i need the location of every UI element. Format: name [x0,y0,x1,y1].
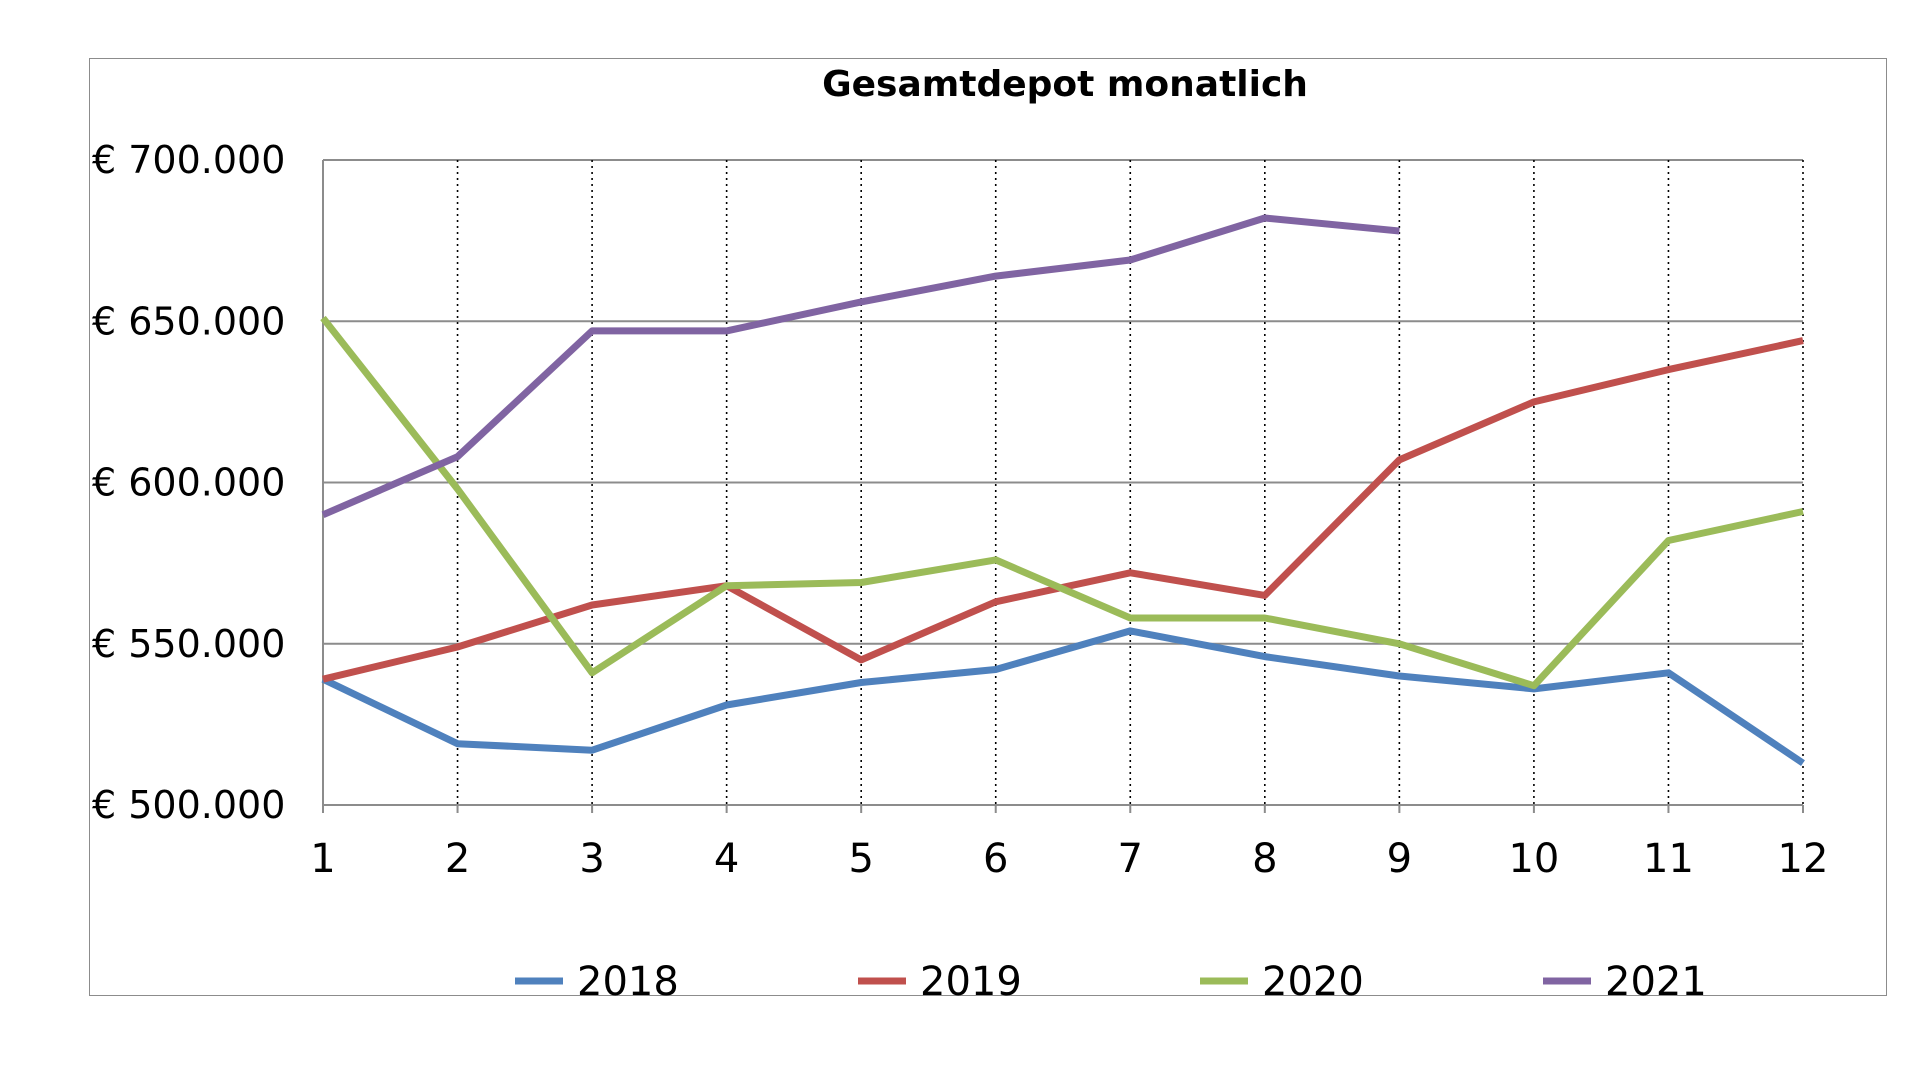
legend-label-2019: 2019 [920,959,1022,1005]
y-tick-label: € 700.000 [92,138,285,182]
series-line-2018 [321,627,1805,767]
x-tick-label: 11 [1643,836,1694,882]
x-tick-label: 2 [445,836,470,882]
legend-label-2021: 2021 [1605,959,1707,1005]
x-tick-label: 7 [1118,836,1143,882]
y-tick-label: € 550.000 [92,622,285,666]
x-tick-label: 6 [983,836,1008,882]
x-tick-label: 5 [848,836,873,882]
y-axis-ticks: € 500.000 € 550.000 € 600.000 € 650.000 € 70… [92,138,285,827]
y-tick-label: € 600.000 [92,461,285,505]
series-lines [320,214,1805,767]
x-tick-label: 10 [1508,836,1559,882]
x-tick-label: 3 [579,836,604,882]
x-tick-label: 12 [1778,836,1829,882]
legend: 2018 2019 2020 2021 [515,959,1707,1005]
series-line-2021 [321,214,1400,519]
chart-frame [89,58,1887,996]
series-line-2020 [320,315,1804,690]
legend-label-2020: 2020 [1262,959,1364,1005]
y-tick-label: € 500.000 [92,783,285,827]
grid [322,159,1804,813]
x-tick-label: 8 [1252,836,1277,882]
x-tick-label: 1 [310,836,335,882]
x-axis-ticks: 1 2 3 4 5 6 7 8 9 10 11 12 [310,836,1828,882]
x-tick-label: 4 [714,836,739,882]
chart-title: Gesamtdepot monatlich [822,64,1308,105]
series-line-2019 [322,337,1804,683]
y-tick-label: € 650.000 [92,299,285,343]
x-tick-label: 9 [1387,836,1412,882]
legend-label-2018: 2018 [577,959,679,1005]
